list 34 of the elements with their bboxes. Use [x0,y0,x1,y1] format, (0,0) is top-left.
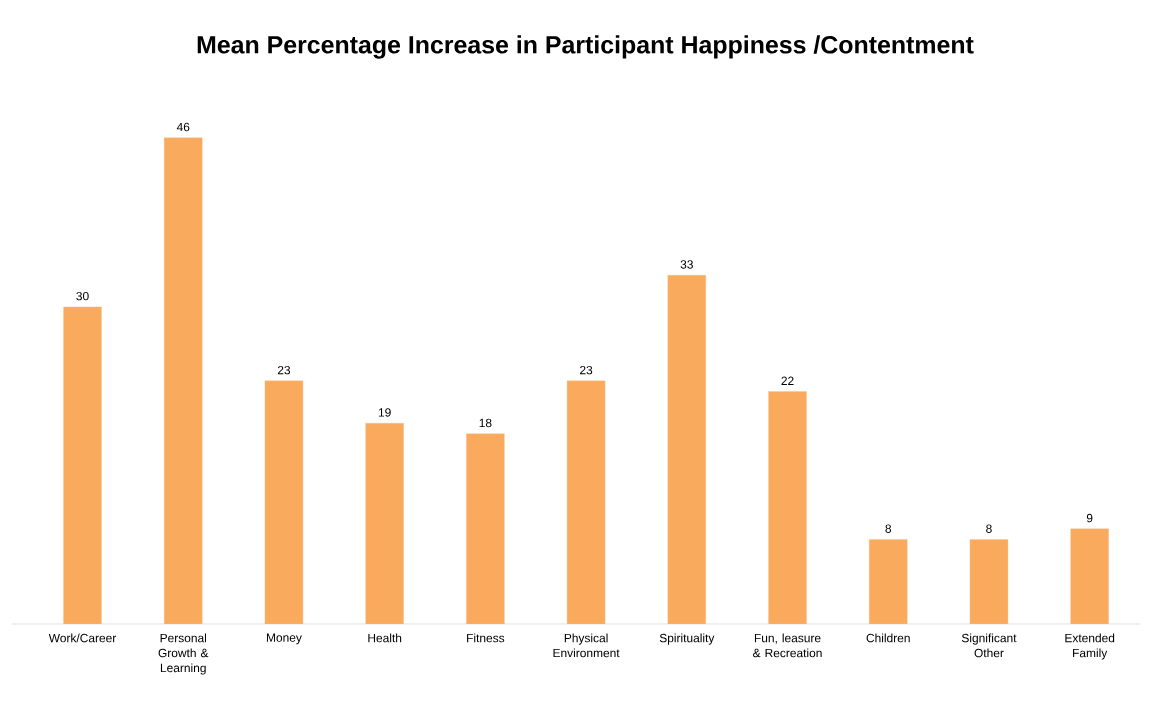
x-tick-label: Health [368,633,402,643]
data-label: 9 [1086,513,1093,523]
bar [566,380,606,624]
data-label: 8 [885,524,892,533]
bar [768,391,807,624]
x-tick-label: Children [866,633,910,643]
bar [63,306,102,624]
bar [264,380,304,624]
x-tick-label: Physical Environment [553,633,620,658]
data-label: 33 [680,260,693,269]
data-label: 19 [378,408,391,417]
data-label: 23 [277,365,291,375]
x-tick-label: Significant Other [961,633,1017,658]
x-tick-label: Spirituality [659,633,715,645]
data-label: 18 [479,418,492,428]
x-tick-label: Fun, leasure & Recreation [753,633,822,658]
data-label: 46 [176,122,190,132]
x-tick-label: Money [266,633,302,645]
data-label: 23 [580,365,593,375]
x-tick-label: Fitness [467,633,505,643]
data-label: 8 [986,524,992,533]
data-label: 30 [76,291,89,301]
bar [466,433,505,624]
x-tick-label: Extended Family [1065,633,1115,660]
data-label: 22 [781,376,794,385]
bar [969,539,1009,624]
bar [869,539,908,624]
bar [1070,528,1109,624]
x-tick-label: Personal Growth & Learning [158,633,209,675]
x-tick-label: Work/Career [48,633,117,643]
bar [667,274,706,624]
chart-title: Mean Percentage Increase in Participant Happiness /Contentment [197,35,974,59]
bar [365,422,404,624]
bar [164,137,203,624]
